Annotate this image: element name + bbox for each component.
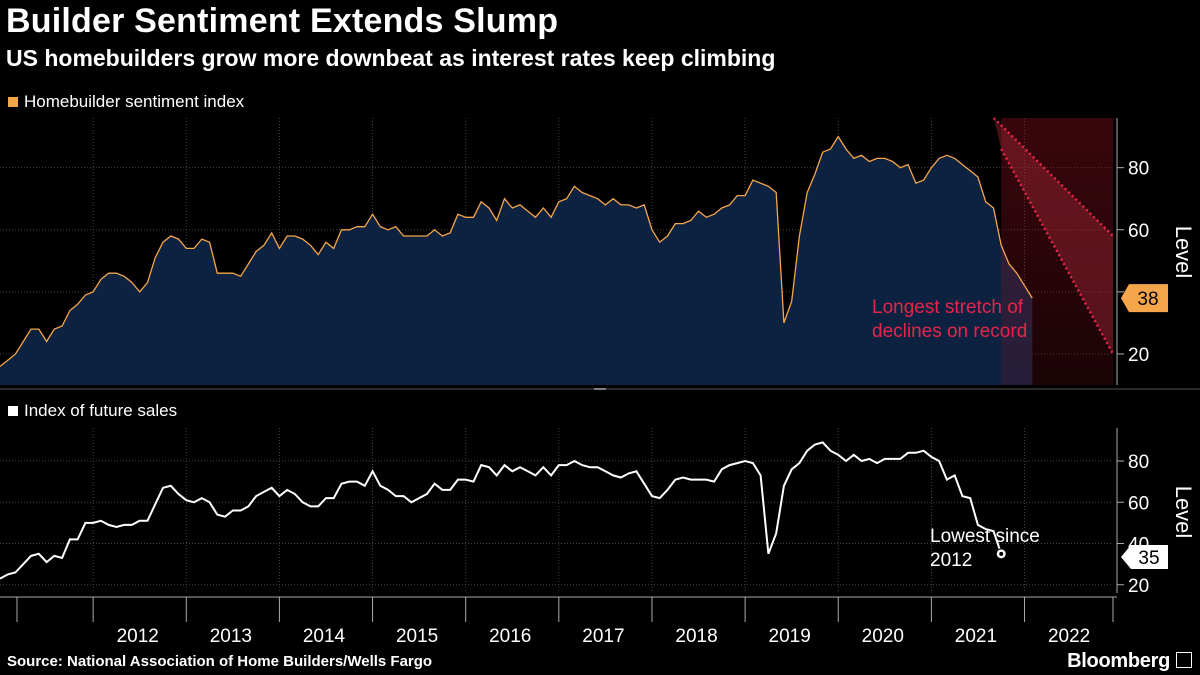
sentiment-last-value-badge xyxy=(1121,284,1168,313)
legend-future-sales: Index of future sales xyxy=(8,401,177,421)
x-label-2015: 2015 xyxy=(396,626,438,647)
chart-title: Builder Sentiment Extends Slump xyxy=(6,2,559,40)
bloomberg-logo: Bloomberg xyxy=(1067,650,1170,672)
p2-ytick-label-60: 60 xyxy=(1128,493,1149,514)
sentiment-line xyxy=(0,135,1033,367)
x-label-2021: 2021 xyxy=(955,626,997,647)
x-label-2019: 2019 xyxy=(769,626,811,647)
decline-wedge xyxy=(993,118,1113,354)
x-label-2018: 2018 xyxy=(675,626,717,647)
legend-sentiment-swatch xyxy=(8,97,18,107)
future-last-value-label: 35 xyxy=(1138,548,1159,569)
sentiment-last-value-label: 38 xyxy=(1137,289,1158,310)
x-label-2012: 2012 xyxy=(117,626,159,647)
legend-sentiment-label: Homebuilder sentiment index xyxy=(24,92,245,111)
x-label-2020: 2020 xyxy=(862,626,904,647)
future-annotation-line-1: Lowest since xyxy=(930,526,1040,547)
sentiment-annotation-line-1: Longest stretch of xyxy=(872,297,1024,318)
legend-sentiment: Homebuilder sentiment index xyxy=(8,92,244,112)
p2-ytick-label-20: 20 xyxy=(1128,576,1149,597)
future-last-point-dot xyxy=(999,551,1004,556)
x-label-2017: 2017 xyxy=(582,626,624,647)
chart-subtitle: US homebuilders grow more downbeat as in… xyxy=(6,45,776,71)
future-annotation-line-2: 2012 xyxy=(930,550,972,571)
legend-future-swatch xyxy=(8,406,18,416)
x-label-2014: 2014 xyxy=(303,626,346,647)
p1-ytick-label-80: 80 xyxy=(1128,159,1149,180)
sentiment-area xyxy=(0,136,1033,385)
legend-future-label: Index of future sales xyxy=(24,401,178,420)
future-sales-line xyxy=(0,441,1003,580)
p2-ytick-label-80: 80 xyxy=(1128,452,1149,473)
bloomberg-icon xyxy=(1176,652,1192,668)
p1-ytick-label-20: 20 xyxy=(1128,345,1149,366)
trend-line-lower xyxy=(1000,148,1115,355)
x-label-2022: 2022 xyxy=(1048,626,1090,647)
source-note: Source: National Association of Home Bui… xyxy=(7,653,433,670)
p1-ytick-label-60: 60 xyxy=(1128,221,1149,242)
p1-y-axis-title: Level xyxy=(1171,226,1196,279)
x-label-2013: 2013 xyxy=(210,626,252,647)
sentiment-annotation-line-2: declines on record xyxy=(872,321,1027,342)
x-label-2016: 2016 xyxy=(489,626,531,647)
p2-y-axis-title: Level xyxy=(1171,486,1196,539)
future-last-value-badge xyxy=(1121,545,1168,569)
